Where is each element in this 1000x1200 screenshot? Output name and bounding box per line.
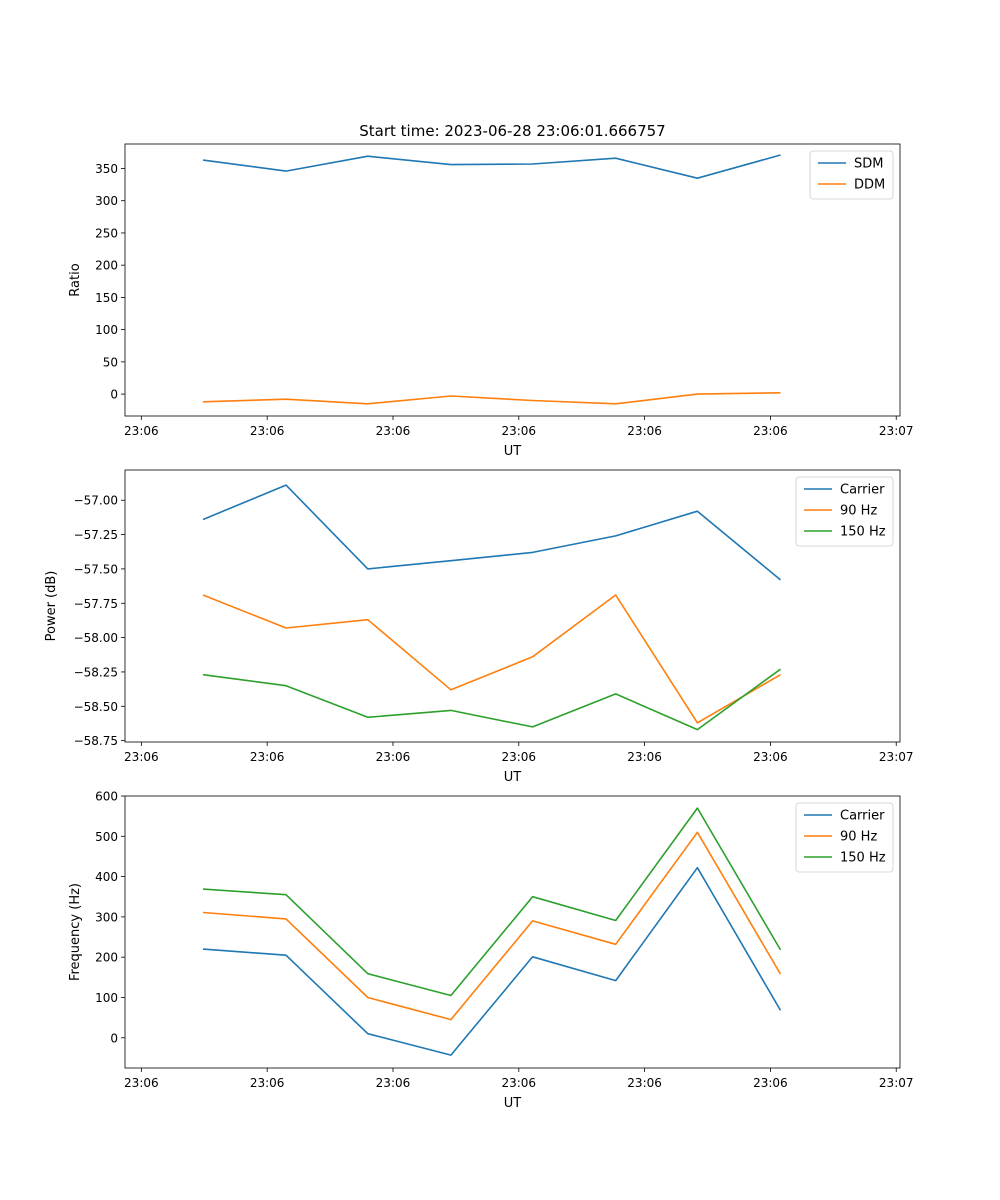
legend-box [795,802,894,873]
x-tick-label: 23:06 [250,424,285,438]
legend-label: 150 Hz [840,525,886,540]
series-line-carrier [202,866,782,1056]
y-tick-label: −57.75 [74,597,118,611]
y-tick-label: 250 [95,226,118,240]
legend-box [795,476,894,547]
plots-container: 0 50 100 150 200 250 300 350 23:06 23:06 23:06 23:0… [44,143,914,1112]
legend-label: 150 Hz [840,851,886,866]
chart-panel-3: 0 100 200 300 400 500 600 23:06 23:06 23:06 23:06 2… [68,790,914,1112]
x-tick-label: 23:06 [376,424,411,438]
x-tick-label: 23:07 [879,1076,914,1090]
legend: Carrier 90 Hz 150 Hz [795,476,894,547]
y-tick-label: −57.50 [74,562,118,576]
y-tick-label: 100 [95,991,118,1005]
series-line-sdm [202,154,781,179]
y-tick-label: 400 [95,870,118,884]
series-line-90-hz [202,594,781,724]
legend-label: Carrier [840,809,885,824]
y-tick-label: 300 [95,910,118,924]
figure-title: Start time: 2023-06-28 23:06:01.666757 [359,122,665,140]
series-line-ddm [202,392,781,405]
y-axis-label: Ratio [68,263,83,296]
y-tick-label: −58.25 [74,665,118,679]
y-axis-label: Power (dB) [44,571,59,642]
legend-label: 90 Hz [840,830,877,845]
x-axis-label: UT [504,444,522,459]
y-tick-label: −58.75 [74,734,118,748]
series-line-150-hz [202,807,782,997]
y-tick-label: 300 [95,194,118,208]
y-tick-label: −57.00 [74,494,118,508]
legend: SDM DDM [809,150,894,200]
series-line-90-hz [202,831,782,1021]
legend-label: 90 Hz [840,504,877,519]
x-tick-label: 23:06 [124,750,159,764]
x-tick-label: 23:06 [627,750,662,764]
y-tick-label: 500 [95,830,118,844]
chart-panel-2: −57.00 −57.25 −57.50 −57.75 −58.00 −58.25 −58.… [44,469,914,785]
y-tick-label: 200 [95,951,118,965]
series-line-carrier [202,484,782,581]
y-tick-label: 150 [95,291,118,305]
x-tick-label: 23:07 [879,424,914,438]
y-tick-label: 200 [95,259,118,273]
y-tick-label: −57.25 [74,528,118,542]
x-tick-label: 23:06 [376,1076,411,1090]
series-line-150-hz [202,668,781,731]
y-tick-label: 100 [95,323,118,337]
x-tick-label: 23:06 [753,424,788,438]
x-tick-label: 23:06 [501,424,536,438]
y-axis-label: Frequency (Hz) [68,883,83,981]
x-tick-label: 23:06 [250,1076,285,1090]
legend-label: SDM [854,157,883,172]
x-tick-label: 23:07 [879,750,914,764]
x-tick-label: 23:06 [501,1076,536,1090]
legend-label: Carrier [840,483,885,498]
plot-frame [124,143,901,417]
plot-frame [124,469,901,743]
x-tick-label: 23:06 [250,750,285,764]
y-tick-label: 0 [110,1031,118,1045]
x-tick-label: 23:06 [753,750,788,764]
y-tick-label: 50 [103,355,118,369]
plot-frame [124,795,901,1069]
x-tick-label: 23:06 [501,750,536,764]
y-tick-label: 0 [110,388,118,402]
x-tick-label: 23:06 [376,750,411,764]
y-tick-label: 350 [95,162,118,176]
x-tick-label: 23:06 [124,1076,159,1090]
x-axis-label: UT [504,1096,522,1111]
x-tick-label: 23:06 [753,1076,788,1090]
x-tick-label: 23:06 [124,424,159,438]
legend: Carrier 90 Hz 150 Hz [795,802,894,873]
x-tick-label: 23:06 [627,1076,662,1090]
legend-label: DDM [854,178,885,193]
y-tick-label: −58.00 [74,631,118,645]
y-tick-label: 600 [95,790,118,804]
chart-panel-1: 0 50 100 150 200 250 300 350 23:06 23:06 23:06 23:0… [68,143,914,459]
y-tick-label: −58.50 [74,700,118,714]
x-tick-label: 23:06 [627,424,662,438]
x-axis-label: UT [504,770,522,785]
